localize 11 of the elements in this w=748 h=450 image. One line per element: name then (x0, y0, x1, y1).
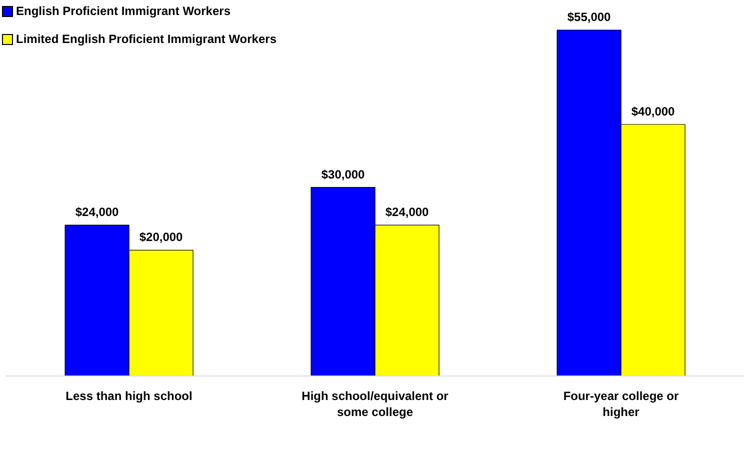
x-tick-label: Less than high school (66, 389, 192, 403)
data-label: $24,000 (385, 205, 430, 220)
x-tick-label: High school/equivalent or some college (302, 389, 449, 419)
data-label: $24,000 (75, 205, 120, 220)
data-label: $20,000 (139, 230, 184, 244)
legend-label: Limited English Proficient Immigrant Workers (16, 32, 276, 46)
data-label: $40,000 (631, 104, 676, 118)
x-tick-label: Four-year college or higher (563, 389, 680, 419)
data-label: $55,000 (567, 10, 612, 24)
data-label: $30,000 (321, 167, 366, 182)
legend-label: English Proficient Immigrant Workers (16, 4, 230, 18)
